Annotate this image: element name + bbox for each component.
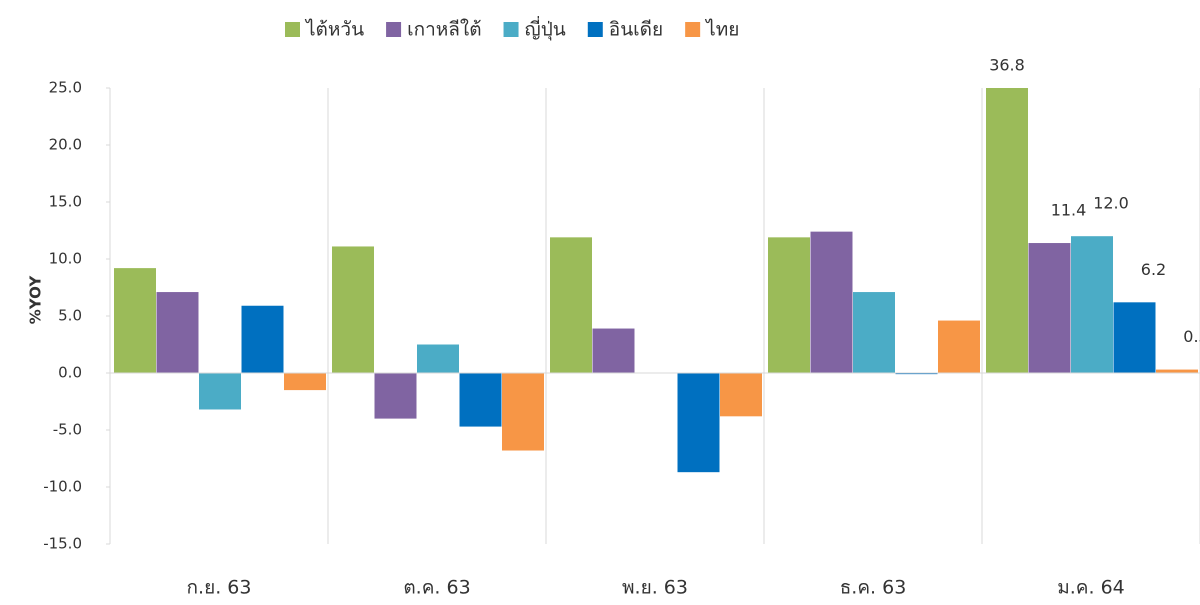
bar bbox=[1113, 302, 1156, 373]
bar bbox=[241, 305, 284, 373]
bar bbox=[986, 88, 1028, 373]
y-tick-label: -5.0 bbox=[53, 421, 82, 439]
legend-swatch bbox=[685, 22, 701, 37]
bar bbox=[284, 373, 326, 391]
bar bbox=[502, 373, 544, 451]
x-tick-label: ม.ค. 64 bbox=[1057, 577, 1125, 599]
bar bbox=[459, 373, 502, 427]
y-axis-label: %YOY bbox=[27, 275, 45, 325]
x-tick-label: ธ.ค. 63 bbox=[840, 577, 907, 599]
bar bbox=[768, 237, 810, 373]
legend-label: อินเดีย bbox=[609, 19, 663, 41]
y-tick-label: 25.0 bbox=[49, 79, 82, 97]
bar bbox=[550, 237, 592, 373]
bar bbox=[592, 328, 635, 373]
x-tick-label: ก.ย. 63 bbox=[187, 577, 252, 599]
legend-swatch bbox=[386, 22, 402, 37]
legend-swatch bbox=[587, 22, 603, 37]
bar bbox=[853, 292, 895, 373]
y-tick-label: 20.0 bbox=[49, 136, 82, 154]
bar bbox=[199, 373, 241, 410]
legend-label: ไต้หวัน bbox=[304, 19, 364, 41]
bar bbox=[938, 320, 980, 373]
y-tick-label: -10.0 bbox=[43, 478, 82, 496]
legend-label: ไทย bbox=[704, 19, 739, 41]
y-tick-label: 15.0 bbox=[49, 193, 82, 211]
x-tick-label: พ.ย. 63 bbox=[622, 577, 688, 599]
legend-swatch bbox=[285, 22, 300, 37]
bar bbox=[810, 231, 853, 373]
bar bbox=[677, 373, 720, 473]
bar bbox=[417, 344, 459, 373]
bar bbox=[1071, 236, 1113, 373]
data-label: 6.2 bbox=[1141, 260, 1166, 279]
bar bbox=[332, 246, 374, 373]
legend-swatch bbox=[503, 22, 519, 37]
legend-label: เกาหลีใต้ bbox=[407, 19, 481, 41]
bar bbox=[895, 373, 938, 375]
y-tick-label: 0.0 bbox=[58, 364, 82, 382]
data-label: 12.0 bbox=[1093, 194, 1129, 213]
plot-area bbox=[114, 88, 1198, 473]
y-tick-label: 10.0 bbox=[49, 250, 82, 268]
bar bbox=[374, 373, 417, 419]
y-tick-label: 5.0 bbox=[58, 307, 82, 325]
data-label: 36.8 bbox=[989, 56, 1025, 75]
x-tick-label: ต.ค. 63 bbox=[403, 577, 470, 599]
bar bbox=[1028, 243, 1071, 373]
bar bbox=[1156, 369, 1198, 373]
bar bbox=[720, 373, 762, 417]
data-label: 11.4 bbox=[1051, 201, 1087, 220]
bar bbox=[156, 292, 199, 373]
data-label: 0.3 bbox=[1183, 327, 1200, 346]
legend-label: ญี่ปุ่น bbox=[525, 16, 566, 42]
bar bbox=[114, 268, 156, 373]
y-tick-label: -15.0 bbox=[43, 535, 82, 553]
